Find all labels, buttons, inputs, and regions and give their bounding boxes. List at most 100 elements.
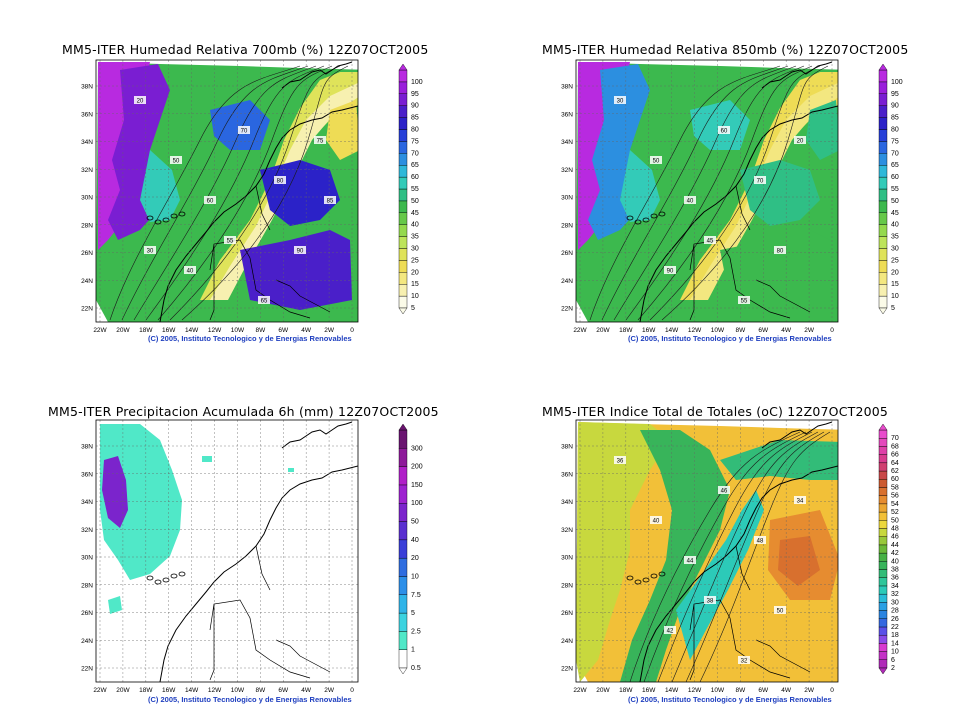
y-tick-label: 32N xyxy=(561,167,573,174)
contour-tag: 30 xyxy=(614,96,626,105)
x-tick-label: 20W xyxy=(596,687,610,694)
contour-tag: 38 xyxy=(704,596,716,605)
contour-tag: 55 xyxy=(738,296,750,305)
colorbar-swatch xyxy=(878,153,888,166)
x-tick-label: 4W xyxy=(301,327,312,334)
colorbar-swatch xyxy=(878,176,888,190)
x-tick-label: 6W xyxy=(278,687,289,694)
colorbar-swatch xyxy=(878,528,888,537)
colorbar-label: 48 xyxy=(891,525,899,532)
colorbar-label: 62 xyxy=(891,468,899,475)
colorbar-swatch xyxy=(878,164,888,178)
contour-tag: 85 xyxy=(324,196,336,205)
colorbar-swatch xyxy=(398,295,408,309)
colorbar-label: 60 xyxy=(891,174,899,181)
colorbar-swatch xyxy=(878,462,888,472)
svg-text:70: 70 xyxy=(757,179,764,185)
y-tick-label: 32N xyxy=(561,527,573,534)
colorbar-label: 30 xyxy=(891,246,899,253)
panel-title: MM5-ITER Precipitacion Acumulada 6h (mm)… xyxy=(48,404,439,419)
x-tick-label: 2W xyxy=(324,687,335,694)
y-tick-label: 36N xyxy=(81,471,93,478)
colorbar-label: 90 xyxy=(891,103,899,110)
colorbar-swatch xyxy=(878,651,888,660)
y-tick-label: 34N xyxy=(561,499,573,506)
x-tick-label: 6W xyxy=(758,687,769,694)
colorbar-swatch xyxy=(878,429,888,439)
x-tick-label: 12W xyxy=(688,327,702,334)
colorbar-label: 64 xyxy=(891,460,899,467)
colorbar-swatch xyxy=(398,236,408,249)
colorbar-swatch xyxy=(878,212,888,225)
colorbar-swatch xyxy=(878,446,888,455)
colorbar-swatch xyxy=(878,224,888,237)
svg-text:55: 55 xyxy=(227,239,234,245)
colorbar-swatch xyxy=(398,117,408,130)
colorbar-label: 44 xyxy=(891,542,899,549)
svg-text:42: 42 xyxy=(667,629,674,635)
colorbar-swatch xyxy=(398,272,408,285)
colorbar-label: 100 xyxy=(411,500,423,507)
colorbar-label: 100 xyxy=(411,79,423,86)
colorbar-label: 25 xyxy=(891,257,899,264)
colorbar-label: 40 xyxy=(411,222,419,229)
contour-tag: 48 xyxy=(754,536,766,545)
colorbar-label: 20 xyxy=(411,555,419,562)
colorbar-swatch xyxy=(398,576,408,595)
colorbar-legend: 0.5 1 2.5 5 7.5 10 20 40 50 100 150 200 300 xyxy=(398,423,423,675)
colorbar-swatch xyxy=(398,129,408,142)
x-tick-label: 2W xyxy=(324,327,335,334)
colorbar-swatch xyxy=(878,495,888,505)
y-tick-label: 26N xyxy=(561,250,573,257)
colorbar-label: 60 xyxy=(891,476,899,483)
y-tick-label: 32N xyxy=(81,527,93,534)
colorbar-label: 7.5 xyxy=(411,592,421,599)
contour-tag: 32 xyxy=(738,656,750,665)
colorbar-swatch xyxy=(878,81,888,95)
x-tick-label: 8W xyxy=(735,327,746,334)
y-tick-label: 38N xyxy=(561,444,573,451)
y-tick-label: 30N xyxy=(81,555,93,562)
x-tick-label: 20W xyxy=(596,327,610,334)
colorbar-swatch xyxy=(878,634,888,644)
y-tick-label: 22N xyxy=(561,666,573,673)
colorbar-swatch xyxy=(878,626,888,636)
contour-tag: 34 xyxy=(794,496,806,505)
colorbar-label: 75 xyxy=(411,138,419,145)
colorbar-label: 30 xyxy=(891,599,899,606)
panel-rh850: MM5-ITER Humedad Relativa 850mb (%) 12Z0… xyxy=(480,0,960,360)
x-tick-label: 16W xyxy=(162,687,176,694)
colorbar-label: 0.5 xyxy=(411,665,421,672)
colorbar-swatch xyxy=(878,200,888,213)
colorbar-swatch xyxy=(398,224,408,237)
x-tick-label: 18W xyxy=(139,687,153,694)
contour-tag: 36 xyxy=(614,456,626,465)
contour-tag: 60 xyxy=(204,196,216,205)
x-tick-label: 16W xyxy=(642,327,656,334)
colorbar-label: 95 xyxy=(891,91,899,98)
colorbar-swatch xyxy=(398,260,408,273)
contour-tag: 70 xyxy=(754,176,766,185)
y-tick-label: 38N xyxy=(81,444,93,451)
colorbar-swatch xyxy=(878,659,888,669)
x-tick-label: 8W xyxy=(255,687,266,694)
colorbar-swatch xyxy=(398,649,408,669)
svg-text:30: 30 xyxy=(147,249,154,255)
x-tick-label: 8W xyxy=(735,687,746,694)
colorbar-swatch xyxy=(398,429,408,449)
colorbar-swatch xyxy=(398,612,408,632)
y-tick-label: 38N xyxy=(81,84,93,91)
y-tick-label: 26N xyxy=(561,610,573,617)
x-tick-label: 12W xyxy=(688,687,702,694)
colorbar-label: 42 xyxy=(891,550,899,557)
colorbar-label: 5 xyxy=(891,305,895,312)
contour-tag: 46 xyxy=(718,486,730,495)
y-tick-label: 24N xyxy=(561,278,573,285)
colorbar-label: 70 xyxy=(411,150,419,157)
colorbar-label: 55 xyxy=(411,186,419,193)
colorbar-swatch xyxy=(398,212,408,225)
colorbar-label: 80 xyxy=(411,127,419,134)
panel-rh700: MM5-ITER Humedad Relativa 700mb (%) 12Z0… xyxy=(0,0,480,360)
contour-tag: 80 xyxy=(274,176,286,185)
colorbar-label: 20 xyxy=(411,269,419,276)
